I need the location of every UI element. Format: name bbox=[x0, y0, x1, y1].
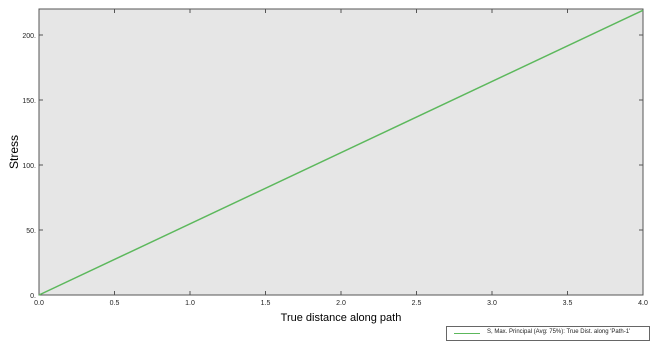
y-tick-label: 100. bbox=[22, 163, 36, 170]
x-tick-label: 1.0 bbox=[185, 300, 195, 307]
y-tick-label: 150. bbox=[22, 98, 36, 105]
y-tick-label: 0. bbox=[30, 293, 36, 300]
legend-label: S, Max. Principal (Avg: 75%): True Dist.… bbox=[487, 329, 631, 335]
legend-swatch bbox=[454, 333, 480, 334]
x-axis-title: True distance along path bbox=[281, 312, 402, 324]
y-tick-label: 50. bbox=[26, 228, 36, 235]
x-tick-label: 3.5 bbox=[563, 300, 573, 307]
x-tick-label: 2.0 bbox=[336, 300, 346, 307]
y-axis-title: Stress bbox=[7, 135, 21, 169]
x-tick-label: 3.0 bbox=[487, 300, 497, 307]
x-tick-label: 2.5 bbox=[412, 300, 422, 307]
y-tick-label: 200. bbox=[22, 33, 36, 40]
x-tick-label: 0.5 bbox=[110, 300, 120, 307]
series-line-0 bbox=[38, 9, 644, 296]
x-tick-label: 1.5 bbox=[261, 300, 271, 307]
legend: S, Max. Principal (Avg: 75%): True Dist.… bbox=[446, 326, 650, 341]
x-tick-label: 4.0 bbox=[638, 300, 648, 307]
x-tick-label: 0.0 bbox=[34, 300, 44, 307]
